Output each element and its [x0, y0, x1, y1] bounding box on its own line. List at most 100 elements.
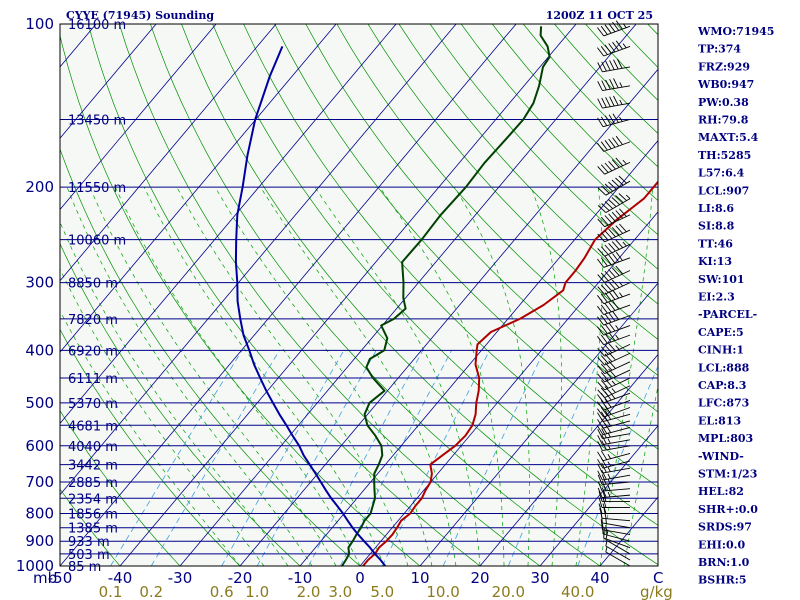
wind-barb-feather — [609, 60, 615, 70]
wind-barb — [597, 469, 631, 481]
index-entry: SHR+:0.0 — [698, 503, 758, 516]
wind-barb-feather — [608, 343, 616, 352]
wind-barb-feather — [600, 355, 609, 364]
wind-barb-staff — [602, 85, 631, 92]
wind-barb-feather — [597, 274, 605, 283]
wind-barb-feather — [597, 205, 607, 213]
temperature-tick-label: -50 — [48, 569, 73, 587]
wind-barb-feather — [600, 458, 608, 468]
pressure-tick-label: 800 — [25, 505, 54, 523]
pressure-tick-label: 900 — [25, 532, 54, 550]
wind-barb-feather — [608, 254, 616, 264]
wind-barb-feather — [612, 253, 620, 263]
wind-barb-staff — [605, 180, 631, 196]
wind-barb-feather — [601, 487, 607, 498]
wind-barb-staff — [603, 257, 631, 268]
moist-adiabat-line — [260, 187, 457, 566]
wind-barb — [597, 239, 631, 257]
wind-barb-feather — [604, 313, 612, 323]
height-label: 933 m — [68, 535, 110, 550]
pressure-tick-label: 600 — [25, 437, 54, 455]
wind-barb — [597, 175, 631, 196]
wind-barb-feather — [597, 428, 603, 439]
wind-barb-feather — [600, 380, 609, 389]
wind-barb-feather — [615, 177, 624, 186]
wind-barb-feather — [612, 41, 620, 51]
wind-barb-staff — [604, 229, 631, 243]
wind-barb-feather — [597, 81, 603, 91]
wind-barb-staff — [602, 119, 631, 128]
wind-barb-staff — [604, 361, 631, 375]
wind-barb-feather — [604, 183, 614, 192]
wind-barb-feather — [604, 24, 612, 34]
wind-barb-feather — [611, 227, 620, 236]
wind-barb-staff — [602, 460, 631, 469]
isotherm-line — [60, 24, 277, 282]
isotherm-line — [60, 24, 217, 211]
wind-barb-feather — [600, 232, 609, 241]
wind-barb-feather — [613, 95, 619, 106]
wind-barb-feather — [603, 527, 605, 539]
wind-barb-half-feather — [619, 99, 623, 105]
wind-barb-staff — [605, 551, 631, 567]
wind-barb-feather — [612, 113, 619, 123]
wind-barb — [597, 487, 631, 499]
series-temperature-line — [362, 180, 658, 566]
wind-barb-feather — [605, 97, 611, 107]
wind-barb-feather — [597, 381, 605, 391]
isotherm-line — [359, 211, 658, 566]
index-entry: L57:6.4 — [698, 167, 745, 180]
wind-barb-staff — [603, 25, 631, 37]
wind-barb-feather — [597, 463, 603, 474]
indices-panel: WMO:71945 TP:374 FRZ:929 WB0:947 PW:0.38 RH:7… — [697, 25, 774, 587]
wind-barb-feather — [618, 193, 627, 201]
wind-barb-feather — [615, 265, 624, 275]
index-entry: MPL:803 — [698, 432, 753, 445]
height-label: 6920 m — [68, 344, 118, 359]
height-label: 11550 m — [68, 181, 126, 196]
wind-barb-feather — [612, 289, 620, 299]
wind-barb — [605, 546, 631, 567]
mixing-ratio-label: 1.0 — [245, 583, 269, 600]
wind-barb-staff — [603, 304, 631, 316]
pressure-tick-label: 1000 — [16, 557, 54, 575]
wind-barb-feather — [600, 116, 608, 126]
wind-barb-feather — [597, 326, 605, 336]
height-label: 1385 m — [68, 522, 118, 537]
wind-barb-feather — [604, 44, 612, 54]
wind-barb-feather — [597, 373, 605, 383]
wind-barb-feather — [608, 181, 617, 190]
isotherm-line — [539, 425, 658, 566]
wind-barb — [598, 491, 631, 502]
wind-barb — [597, 223, 631, 243]
wind-barb-staff — [604, 282, 631, 295]
index-entry: WMO:71945 — [697, 25, 774, 38]
wind-barb-feather — [615, 20, 623, 30]
wind-barb-half-feather — [622, 43, 627, 49]
index-entry: TP:374 — [698, 43, 741, 56]
wind-barb-feather — [600, 363, 609, 373]
wind-barb-feather — [611, 159, 620, 168]
wind-barb-feather — [597, 248, 605, 257]
wind-barb — [597, 95, 631, 109]
wind-barb-feather — [604, 417, 612, 427]
wind-barb — [597, 440, 631, 452]
wind-barb-feather — [600, 325, 608, 334]
wind-barb-feather — [613, 78, 619, 89]
wind-barb — [597, 58, 631, 73]
wind-barb-feather — [597, 408, 605, 418]
wind-barb-feather — [615, 135, 623, 145]
wind-barb-feather — [601, 462, 607, 473]
wind-barb-feather — [597, 435, 603, 445]
wind-barb-half-feather — [607, 473, 611, 479]
wind-barb-staff — [603, 46, 631, 57]
wind-barb-half-feather — [605, 525, 607, 531]
wind-barb-staff — [604, 343, 631, 357]
wind-barb-feather — [609, 79, 615, 89]
wind-barb-feather — [597, 218, 605, 227]
wind-barb-half-feather — [611, 388, 616, 393]
pressure-tick-label: 300 — [25, 274, 54, 292]
wind-barb-staff — [602, 426, 631, 436]
wind-barb-feather — [616, 58, 623, 69]
wind-barb-half-feather — [607, 453, 612, 459]
